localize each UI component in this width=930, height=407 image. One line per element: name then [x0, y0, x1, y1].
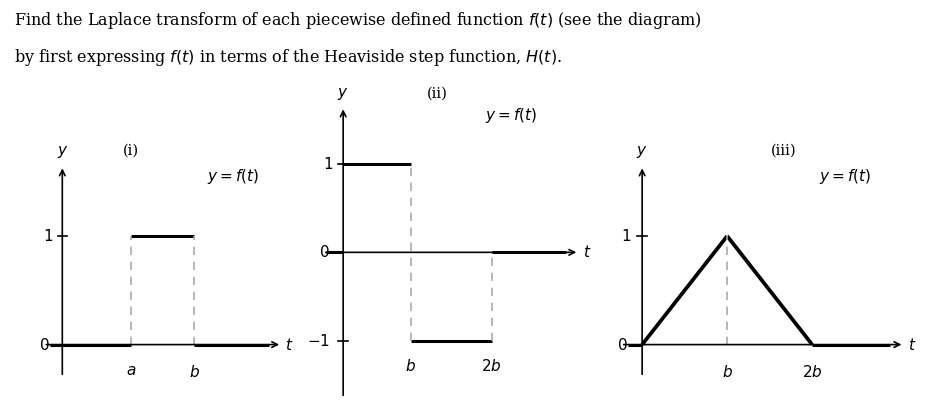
Text: $1$: $1$	[323, 156, 333, 172]
Text: $y$: $y$	[338, 86, 349, 102]
Text: $-1$: $-1$	[307, 333, 329, 349]
Text: $0$: $0$	[319, 244, 329, 260]
Text: $y$: $y$	[636, 144, 648, 160]
Text: $y = f(t)$: $y = f(t)$	[819, 167, 871, 186]
Text: $y$: $y$	[57, 144, 68, 160]
Text: $t$: $t$	[908, 337, 916, 352]
Text: (ii): (ii)	[427, 86, 448, 101]
Text: $t$: $t$	[286, 337, 294, 352]
Text: $y = f(t)$: $y = f(t)$	[206, 167, 259, 186]
Text: $a$: $a$	[126, 364, 137, 378]
Text: Find the Laplace transform of each piecewise defined function $f(t)$ (see the di: Find the Laplace transform of each piece…	[14, 10, 702, 31]
Text: $2b$: $2b$	[802, 364, 822, 380]
Text: $1$: $1$	[43, 228, 53, 244]
Text: $b$: $b$	[405, 359, 416, 374]
Text: (i): (i)	[124, 144, 140, 158]
Text: by first expressing $f(t)$ in terms of the Heaviside step function, $H(t)$.: by first expressing $f(t)$ in terms of t…	[14, 47, 562, 68]
Text: $2b$: $2b$	[481, 359, 502, 374]
Text: $0$: $0$	[39, 337, 49, 352]
Text: $b$: $b$	[189, 364, 200, 380]
Text: $0$: $0$	[618, 337, 628, 352]
Text: $b$: $b$	[722, 364, 733, 380]
Text: $y = f(t)$: $y = f(t)$	[485, 106, 537, 125]
Text: $1$: $1$	[621, 228, 631, 244]
Text: (iii): (iii)	[771, 144, 797, 158]
Text: $t$: $t$	[582, 244, 591, 260]
